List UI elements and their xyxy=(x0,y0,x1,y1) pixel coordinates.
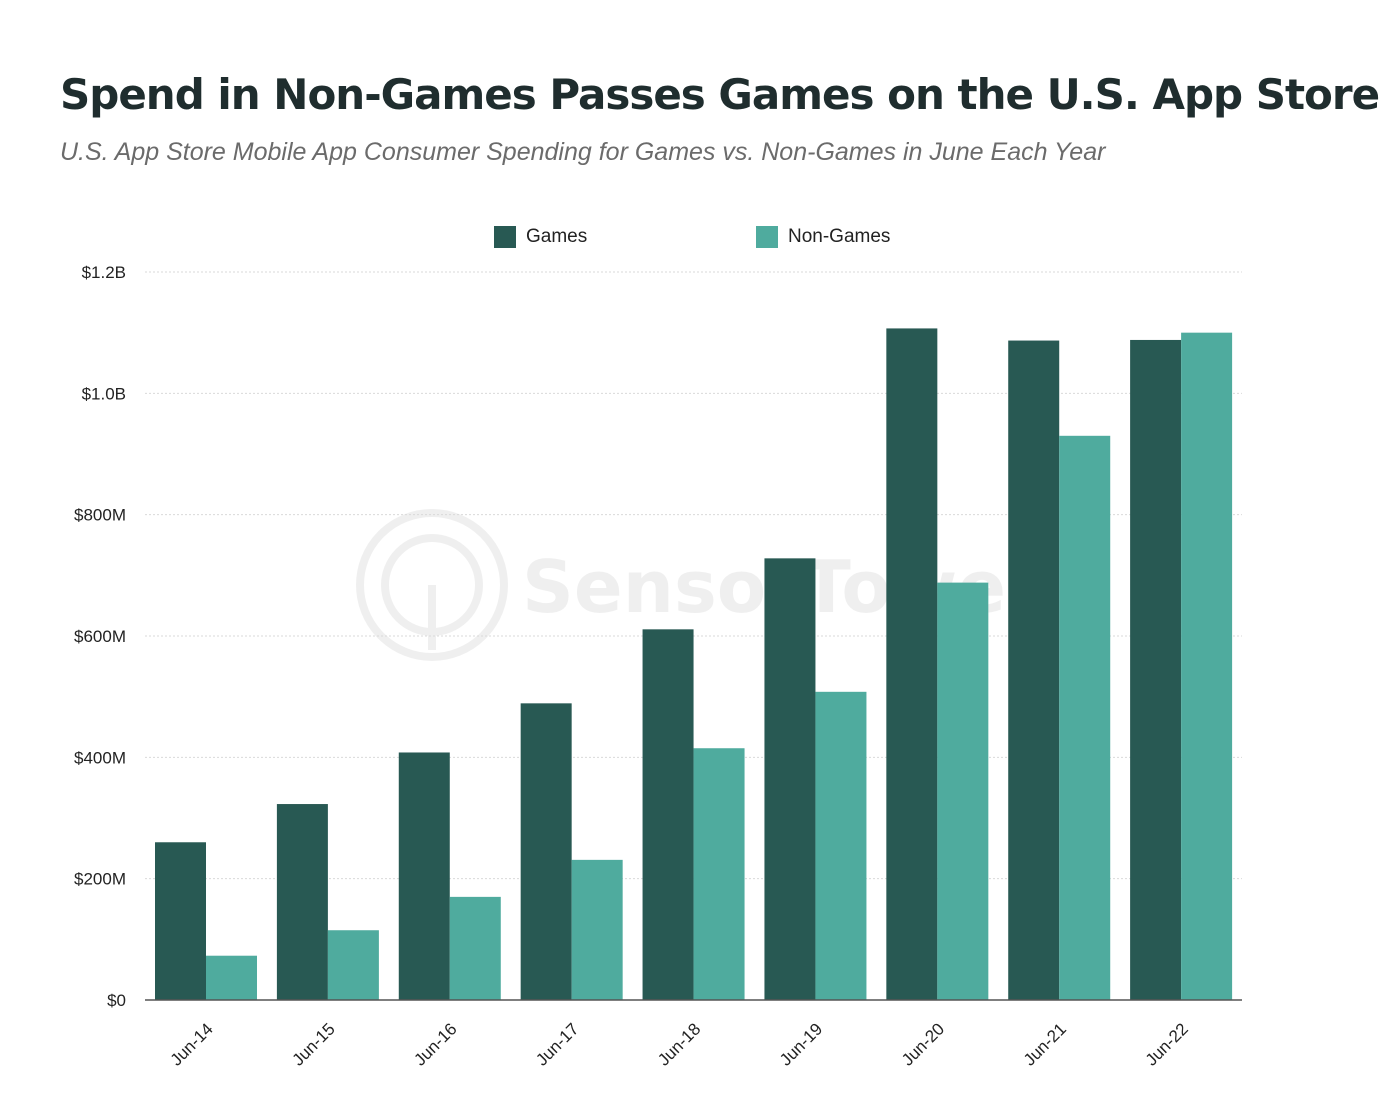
bar-games xyxy=(155,842,206,1000)
bar-games xyxy=(886,328,938,1000)
axes: Jun-14 Jun-15 Jun-16 Jun-17 Jun-18 Jun-19 Jun-… xyxy=(145,999,1242,1070)
bar-games xyxy=(1008,340,1060,1000)
x-tick-label: Jun-15 xyxy=(289,1019,339,1069)
x-tick-label: Jun-22 xyxy=(1142,1019,1192,1069)
bar-games xyxy=(276,804,328,1000)
legend: Games Non-Games xyxy=(0,226,1380,256)
legend-swatch-non-games xyxy=(756,226,778,248)
chart-title: Spend in Non-Games Passes Games on the U… xyxy=(60,70,1380,119)
bar-non-games xyxy=(449,896,501,1000)
legend-item-non-games: Non-Games xyxy=(756,226,890,248)
y-tick-label: $0 xyxy=(107,991,126,1010)
x-tick-label: Jun-21 xyxy=(1020,1019,1070,1069)
bar-non-games xyxy=(327,930,379,1000)
legend-item-games: Games xyxy=(494,226,587,248)
y-tick-label: $600M xyxy=(74,627,126,646)
legend-label-non-games: Non-Games xyxy=(788,226,891,247)
y-tick-label: $1.2B xyxy=(82,263,126,282)
bar-games xyxy=(1130,339,1182,1000)
chart-subtitle: U.S. App Store Mobile App Consumer Spend… xyxy=(60,138,1106,166)
x-tick-label: Jun-17 xyxy=(532,1019,582,1069)
bars xyxy=(155,328,1233,1001)
watermark-ring xyxy=(356,509,508,661)
bar-non-games xyxy=(815,691,867,1000)
legend-label-games: Games xyxy=(526,226,588,247)
bar-games xyxy=(764,558,816,1000)
x-tick-label: Jun-16 xyxy=(410,1019,460,1069)
bar-non-games xyxy=(937,582,989,1000)
x-tick-label: Jun-20 xyxy=(898,1019,948,1069)
bar-non-games xyxy=(206,955,257,1000)
y-tick-label: $800M xyxy=(74,506,126,525)
bar-games xyxy=(398,752,450,1000)
x-tick-label: Jun-14 xyxy=(167,1019,217,1069)
y-tick-label: $400M xyxy=(74,748,126,767)
bar-non-games xyxy=(571,859,623,1000)
bar-non-games xyxy=(1059,435,1111,1000)
bar-non-games xyxy=(1181,332,1233,1001)
watermark-inner-ring xyxy=(381,534,483,636)
y-tick-label: $200M xyxy=(74,870,126,889)
bar-games xyxy=(520,703,572,1000)
x-tick-label: Jun-18 xyxy=(654,1019,704,1069)
bar-games xyxy=(642,629,694,1000)
bar-non-games xyxy=(693,748,745,1000)
y-tick-label: $1.0B xyxy=(82,384,126,403)
legend-swatch-games xyxy=(494,226,516,248)
x-tick-label: Jun-19 xyxy=(776,1019,826,1069)
